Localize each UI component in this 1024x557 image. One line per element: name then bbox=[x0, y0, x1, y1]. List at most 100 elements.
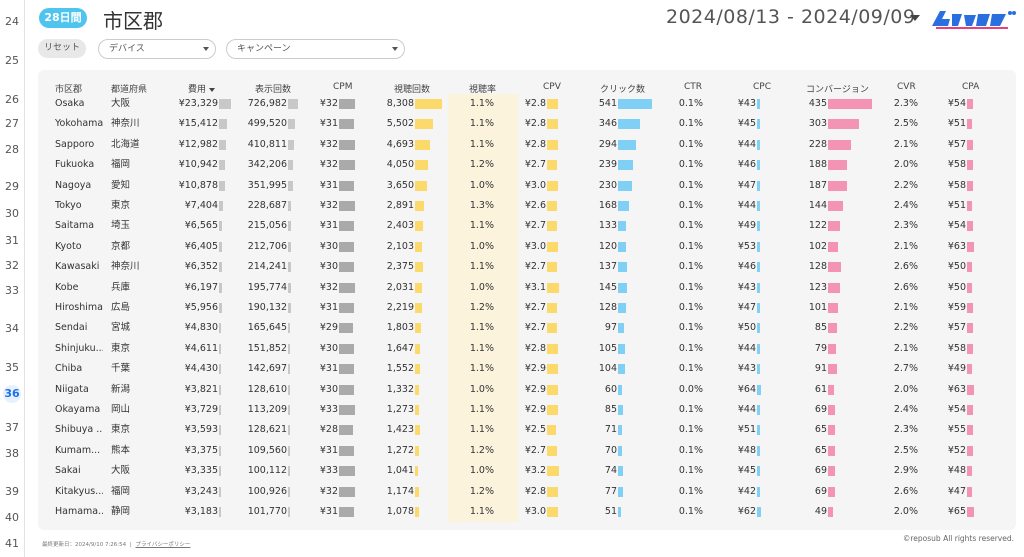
table-row[interactable]: Sakai 大阪 ¥3,335 100,112 ¥33 1,041 1.0% ¥3.2 74 0.… bbox=[38, 461, 1016, 481]
table-row[interactable]: Niigata 新潟 ¥3,821 128,610 ¥30 1,332 1.0% ¥2.9 60… bbox=[38, 380, 1016, 400]
cpm-cell: ¥33 bbox=[319, 404, 338, 415]
impressions-cell: 195,774 bbox=[247, 281, 287, 293]
cpc-bar bbox=[757, 282, 760, 293]
col-cpv-header[interactable]: CPV bbox=[543, 82, 561, 92]
date-range[interactable]: 2024/08/13 - 2024/09/09 bbox=[666, 6, 916, 28]
row-number-33[interactable]: 33 bbox=[5, 284, 19, 297]
cpa-bar bbox=[967, 160, 974, 171]
date-range-dropdown-icon[interactable] bbox=[910, 15, 920, 21]
table-row[interactable]: Sendai 宮城 ¥4,830 165,645 ¥29 1,803 1.1% ¥2.7 97 0… bbox=[38, 318, 1016, 338]
impressions-bar bbox=[288, 139, 294, 150]
row-number-32[interactable]: 32 bbox=[5, 259, 19, 272]
period-badge[interactable]: 28日間 bbox=[39, 8, 87, 28]
impressions-bar bbox=[288, 445, 290, 456]
table-row[interactable]: Fukuoka 福岡 ¥10,942 342,206 ¥32 4,050 1.2% ¥2.7 2… bbox=[38, 155, 1016, 175]
row-number-35[interactable]: 35 bbox=[5, 361, 19, 374]
views-bar bbox=[415, 425, 420, 436]
views-cell: 1,423 bbox=[386, 424, 414, 436]
table-row[interactable]: Kitakyus... 福岡 ¥3,243 100,926 ¥32 1,174 1.2% ¥2… bbox=[38, 482, 1016, 502]
cvr-cell: 2.3% bbox=[893, 424, 918, 436]
conversions-bar bbox=[828, 282, 841, 293]
table-row[interactable]: Kyoto 京都 ¥6,405 212,706 ¥30 2,103 1.0% ¥3.0 120 0… bbox=[38, 237, 1016, 257]
table-row[interactable]: Hiroshima 広島 ¥5,956 190,132 ¥31 2,219 1.2% ¥2.7… bbox=[38, 298, 1016, 318]
clicks-cell: 168 bbox=[598, 200, 617, 211]
views-cell: 2,031 bbox=[386, 281, 414, 293]
row-number-30[interactable]: 30 bbox=[5, 207, 19, 220]
views-bar bbox=[415, 405, 420, 415]
table-row[interactable]: Chiba 千葉 ¥4,430 142,697 ¥31 1,552 1.1% ¥2.9 104 0… bbox=[38, 359, 1016, 379]
cost-bar bbox=[219, 466, 221, 477]
view-rate-cell: 1.1% bbox=[469, 342, 494, 354]
cvr-cell: 2.3% bbox=[893, 98, 918, 109]
col-cpa-header[interactable]: CPA bbox=[962, 82, 979, 92]
table-row[interactable]: Kobe 兵庫 ¥6,197 195,774 ¥32 2,031 1.0% ¥3.1 145 0.… bbox=[38, 278, 1016, 298]
reset-button[interactable]: リセット bbox=[38, 39, 86, 58]
table-row[interactable]: Hamama... 静岡 ¥3,183 101,770 ¥31 1,078 1.1% ¥3.0… bbox=[38, 502, 1016, 522]
col-view-rate-header[interactable]: 視聴率 bbox=[469, 82, 496, 95]
col-cpc-header[interactable]: CPC bbox=[753, 82, 771, 92]
clicks-bar bbox=[618, 99, 652, 109]
row-number-39[interactable]: 39 bbox=[5, 485, 19, 498]
cpc-bar bbox=[757, 425, 761, 436]
col-cvr-header[interactable]: CVR bbox=[897, 82, 916, 92]
views-cell: 8,308 bbox=[386, 98, 414, 109]
col-views-header[interactable]: 視聴回数 bbox=[394, 82, 430, 95]
row-number-36[interactable]: 36 bbox=[3, 385, 21, 403]
table-row[interactable]: Kumam... 熊本 ¥3,375 109,560 ¥31 1,272 1.2% ¥2.7 7… bbox=[38, 441, 1016, 461]
table-row[interactable]: Sapporo 北海道 ¥12,982 410,811 ¥32 4,693 1.1% ¥2.8… bbox=[38, 135, 1016, 155]
table-row[interactable]: Okayama 岡山 ¥3,729 113,209 ¥33 1,273 1.1% ¥2.9 85… bbox=[38, 400, 1016, 420]
cpc-cell: ¥45 bbox=[737, 465, 756, 477]
row-number-37[interactable]: 37 bbox=[5, 421, 19, 434]
table-row[interactable]: Osaka 大阪 ¥23,329 726,982 ¥32 8,308 1.1% ¥2.8 541… bbox=[38, 94, 1016, 114]
col-cpm-header[interactable]: CPM bbox=[333, 82, 352, 92]
table-row[interactable]: Tokyo 東京 ¥7,404 228,687 ¥32 2,891 1.3% ¥2.6 168 0… bbox=[38, 196, 1016, 216]
campaign-filter[interactable]: キャンペーン bbox=[226, 39, 405, 59]
col-impressions-header[interactable]: 表示回数 bbox=[255, 82, 291, 95]
prefecture-cell: 福岡 bbox=[111, 485, 131, 497]
conversions-cell: 65 bbox=[814, 424, 827, 436]
row-number-28[interactable]: 28 bbox=[5, 143, 19, 156]
cpc-cell: ¥49 bbox=[737, 220, 756, 232]
col-conversions-header[interactable]: コンバージョン bbox=[806, 82, 869, 95]
col-clicks-header[interactable]: クリック数 bbox=[600, 82, 645, 95]
cpc-cell: ¥62 bbox=[737, 506, 756, 517]
row-number-31[interactable]: 31 bbox=[5, 234, 19, 247]
row-number-38[interactable]: 38 bbox=[5, 447, 19, 460]
cpc-bar bbox=[757, 262, 760, 273]
col-pref-header[interactable]: 都道府県 bbox=[111, 82, 147, 95]
table-row[interactable]: Nagoya 愛知 ¥10,878 351,995 ¥31 3,650 1.0% ¥3.0 23… bbox=[38, 176, 1016, 196]
table-row[interactable]: Saitama 埼玉 ¥6,565 215,056 ¥31 2,403 1.1% ¥2.7 13… bbox=[38, 216, 1016, 236]
row-number-41[interactable]: 41 bbox=[5, 537, 19, 550]
row-number-34[interactable]: 34 bbox=[5, 322, 19, 335]
device-filter[interactable]: デバイス bbox=[98, 39, 216, 59]
view-rate-column-highlight bbox=[448, 94, 518, 522]
row-number-29[interactable]: 29 bbox=[5, 180, 19, 193]
cpm-cell: ¥32 bbox=[319, 485, 338, 497]
ctr-cell: 0.1% bbox=[678, 98, 703, 109]
col-city-header[interactable]: 市区郡 bbox=[55, 82, 82, 95]
privacy-policy-link[interactable]: プライバシーポリシー bbox=[135, 542, 191, 548]
row-number-26[interactable]: 26 bbox=[5, 93, 19, 106]
conversions-bar bbox=[828, 241, 839, 252]
city-cell: Osaka bbox=[55, 98, 85, 109]
view-rate-cell: 1.1% bbox=[469, 404, 494, 415]
col-ctr-header[interactable]: CTR bbox=[684, 82, 702, 92]
row-number-25[interactable]: 25 bbox=[5, 54, 19, 67]
table-row[interactable]: Kawasaki 神奈川 ¥6,352 214,241 ¥30 2,375 1.1% ¥2.7… bbox=[38, 257, 1016, 277]
row-number-24[interactable]: 24 bbox=[5, 15, 19, 28]
conversions-cell: 303 bbox=[808, 118, 827, 130]
views-cell: 1,078 bbox=[386, 506, 414, 517]
cpa-cell: ¥49 bbox=[947, 363, 966, 375]
row-number-40[interactable]: 40 bbox=[5, 511, 19, 524]
cpa-cell: ¥63 bbox=[947, 383, 966, 395]
col-cost-header[interactable]: 費用 bbox=[188, 82, 216, 95]
cpv-cell: ¥2.7 bbox=[524, 220, 546, 232]
table-row[interactable]: Yokohama 神奈川 ¥15,412 499,520 ¥31 5,502 1.1% ¥2.… bbox=[38, 114, 1016, 134]
cvr-cell: 2.1% bbox=[893, 138, 918, 150]
table-row[interactable]: Shinjuku... 東京 ¥4,611 151,852 ¥30 1,647 1.1% ¥2… bbox=[38, 339, 1016, 359]
table-row[interactable]: Shibuya ... 東京 ¥3,593 128,621 ¥28 1,423 1.1% ¥2… bbox=[38, 420, 1016, 440]
impressions-cell: 128,621 bbox=[247, 424, 287, 436]
row-number-27[interactable]: 27 bbox=[5, 117, 19, 130]
cpc-cell: ¥46 bbox=[737, 159, 756, 171]
conversions-bar bbox=[828, 262, 841, 273]
